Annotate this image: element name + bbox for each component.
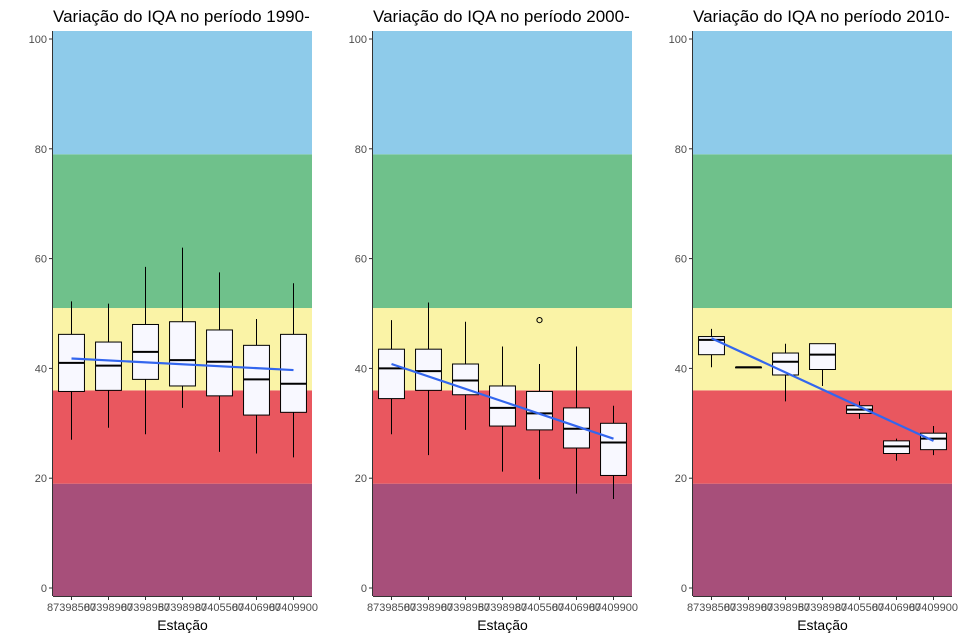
chart-0-x-tick-label-3: 87398980: [158, 602, 207, 614]
chart-0-y-tick-label-5: 100: [29, 34, 47, 46]
chart-1-plot-area: [373, 31, 632, 596]
chart-2-y-tick-label-3: 60: [675, 254, 687, 266]
chart-0-x-tick-label-5: 87406900: [232, 602, 281, 614]
chart-1-y-tick-label-4: 80: [355, 144, 367, 156]
chart-1-box-body-6: [600, 422, 627, 476]
chart-0-x-tick-label-2: 87398950: [121, 602, 170, 614]
chart-1-x-tick-label-1: 87398900: [404, 602, 453, 614]
chart-1-box-body-1: [415, 348, 442, 391]
chart-2-x-tick-label-4: 87405500: [835, 602, 884, 614]
chart-2-band-1: [693, 390, 952, 484]
chart-1-trend-line: [391, 362, 614, 440]
chart-2-x-axis-title: Estação: [797, 617, 848, 633]
chart-0-x-tick-label-4: 87405500: [195, 602, 244, 614]
chart-1-title: Variação do IQA no período 2000-: [373, 7, 630, 26]
chart-2-band-3: [693, 154, 952, 309]
chart-2-y-tick-label-2: 40: [675, 363, 687, 375]
chart-0-box-1: [95, 303, 122, 428]
chart-0-y-tick-label-3: 60: [35, 254, 47, 266]
chart-2-x-tick-label-5: 87406900: [872, 602, 921, 614]
chart-0-band-4: [53, 31, 312, 155]
chart-1-x-tick-label-6: 87409900: [589, 602, 638, 614]
chart-0-box-body-4: [206, 329, 233, 397]
chart-0-x-tick-label-6: 87409900: [269, 602, 318, 614]
chart-1-y-tick-label-1: 20: [355, 473, 367, 485]
chart-2-x-tick-label-2: 87398950: [761, 602, 810, 614]
chart-2-box-1: [735, 366, 762, 369]
chart-1-x-tick-label-5: 87406900: [552, 602, 601, 614]
chart-1-x-tick-label-2: 87398950: [441, 602, 490, 614]
chart-2-panel: 0 20 40 60 80 100 8739850087398900873989508739…: [669, 7, 958, 633]
chart-0-band-0: [53, 483, 312, 596]
chart-2-y-tick-label-5: 100: [669, 34, 687, 46]
chart-2-box-5: [883, 438, 910, 461]
chart-1-x-tick-label-3: 87398980: [478, 602, 527, 614]
chart-0-x-tick-label-0: 87398500: [47, 602, 96, 614]
chart-2-box-body-3: [809, 343, 836, 370]
chart-2-box-3: [809, 343, 836, 386]
chart-0-box-3: [169, 247, 196, 408]
chart-1-x-axis-title: Estação: [477, 617, 528, 633]
chart-0-panel: 0 20 40 60 80 100 8739850087398900873989508739…: [29, 7, 318, 633]
chart-1-panel: 0 20 40 60 80 100 8739850087398900873989508739…: [349, 7, 638, 633]
chart-1-box-3: [489, 346, 516, 472]
chart-0-box-6: [280, 283, 307, 458]
chart-0-title: Variação do IQA no período 1990-: [53, 7, 310, 26]
chart-1-box-body-0: [378, 348, 405, 400]
chart-0-y-tick-label-1: 20: [35, 473, 47, 485]
chart-1-box-0: [378, 320, 405, 435]
chart-2-plot-area: [693, 31, 952, 596]
chart-1-box-body-3: [489, 385, 516, 427]
chart-1-y-tick-label-3: 60: [355, 254, 367, 266]
chart-2-y-tick-label-4: 80: [675, 144, 687, 156]
chart-1-y-tick-label-2: 40: [355, 363, 367, 375]
chart-1-outlier-4-0: [536, 316, 543, 324]
chart-2-band-4: [693, 31, 952, 155]
chart-1-x-tick-label-0: 87398500: [367, 602, 416, 614]
chart-0-box-body-3: [169, 321, 196, 387]
chart-2-title: Variação do IQA no período 2010-: [693, 7, 950, 26]
chart-1-box-6: [600, 405, 627, 500]
chart-1-box-body-2: [452, 363, 479, 396]
chart-0-x-tick-label-1: 87398900: [84, 602, 133, 614]
chart-0-box-5: [243, 318, 270, 454]
chart-2-band-0: [693, 483, 952, 596]
chart-2-y-tick-label-0: 0: [681, 583, 687, 595]
chart-0-box-2: [132, 266, 159, 435]
chart-0-x-axis-title: Estação: [157, 617, 208, 633]
chart-0-y-tick-label-4: 80: [35, 144, 47, 156]
chart-0-y-tick-label-0: 0: [41, 583, 47, 595]
chart-0-box-0: [58, 301, 85, 440]
chart-0-plot-area: [53, 31, 312, 596]
chart-1-x-tick-label-4: 87405500: [515, 602, 564, 614]
chart-2-x-tick-label-1: 87398900: [724, 602, 773, 614]
chart-0-box-4: [206, 272, 233, 452]
chart-2-x-tick-label-3: 87398980: [798, 602, 847, 614]
chart-2-x-tick-label-0: 87398500: [687, 602, 736, 614]
chart-0-y-tick-label-2: 40: [35, 363, 47, 375]
chart-1-band-3: [373, 154, 632, 309]
chart-1-box-1: [415, 302, 442, 456]
chart-2-y-tick-label-1: 20: [675, 473, 687, 485]
chart-1-band-4: [373, 31, 632, 155]
chart-1-band-0: [373, 483, 632, 596]
chart-0-trend-line: [71, 357, 294, 372]
chart-2-x-tick-label-6: 87409900: [909, 602, 958, 614]
chart-2-trend-line: [711, 337, 934, 442]
chart-1-y-tick-label-5: 100: [349, 34, 367, 46]
chart-0-box-body-6: [280, 333, 307, 413]
chart-1-y-tick-label-0: 0: [361, 583, 367, 595]
